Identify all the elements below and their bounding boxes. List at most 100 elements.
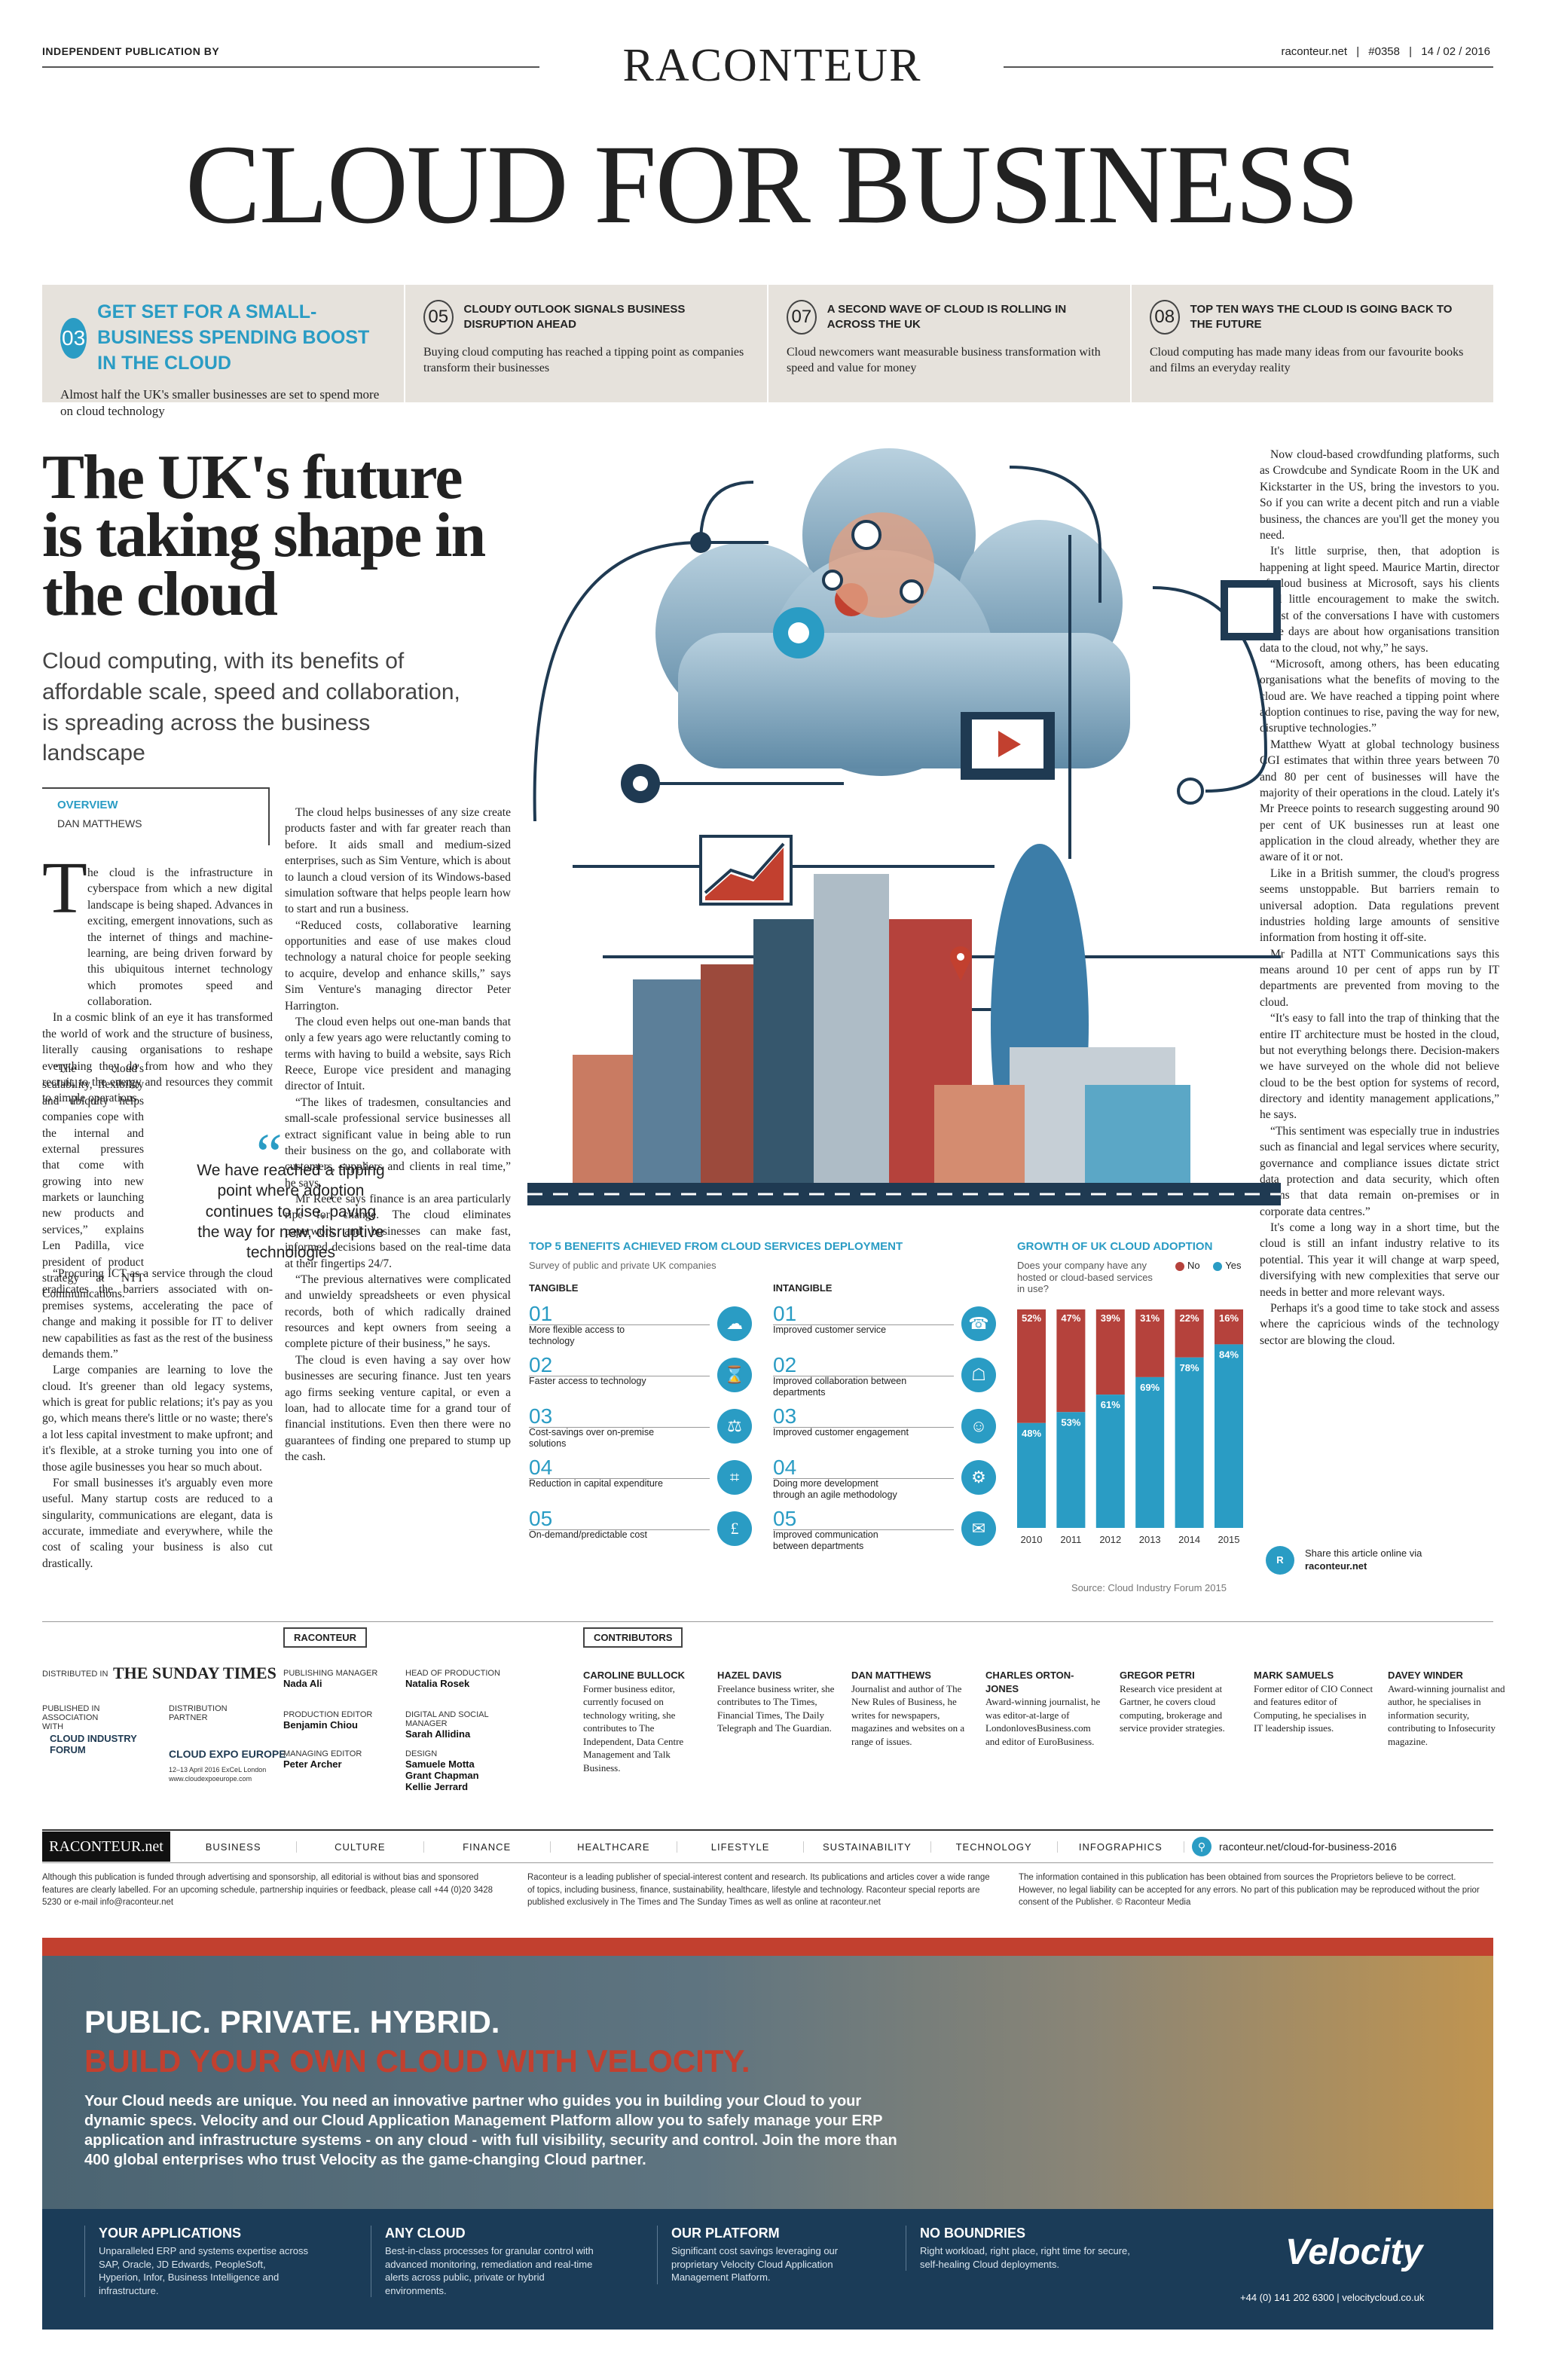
contributor-entry: MARK SAMUELS Former editor of CIO Connect… xyxy=(1254,1669,1374,1735)
raconteur-net-logo[interactable]: RACONTEUR.net xyxy=(42,1832,170,1862)
staff-entry: PUBLISHING MANAGER Nada Ali xyxy=(283,1669,396,1689)
contributor-name: DAVEY WINDER xyxy=(1388,1670,1463,1681)
search-icon[interactable]: ⚲ xyxy=(1192,1837,1211,1856)
issue-meta: raconteur.net | #0358 | 14 / 02 / 2016 xyxy=(1275,45,1490,58)
nav-item[interactable]: INFOGRAPHICS xyxy=(1058,1841,1184,1853)
issue-number: #0358 xyxy=(1368,45,1400,58)
contents-desc: Cloud computing has made many ideas from… xyxy=(1150,346,1464,374)
chart-source: Source: Cloud Industry Forum 2015 xyxy=(1071,1582,1227,1593)
benefit-row: 05 Improved communication between departm… xyxy=(773,1508,996,1555)
staff-role: PRODUCTION EDITOR xyxy=(283,1710,373,1719)
benefit-rank: 01 xyxy=(529,1302,553,1325)
nav-item[interactable]: SUSTAINABILITY xyxy=(804,1841,931,1853)
staff-role: DIGITAL AND SOCIAL MANAGER xyxy=(405,1710,489,1728)
benefit-rank: 04 xyxy=(529,1456,553,1479)
paragraph: It's come a long way in a short time, bu… xyxy=(1260,1221,1499,1299)
data-label-yes: 53% xyxy=(1061,1416,1080,1428)
independent-label: INDEPENDENT PUBLICATION BY xyxy=(42,45,220,57)
article-column-3: Now cloud-based crowdfunding platforms, … xyxy=(1260,447,1499,1349)
road xyxy=(527,1183,1281,1205)
benefit-text: Improved collaboration between departmen… xyxy=(773,1376,907,1398)
data-label-no: 31% xyxy=(1140,1312,1160,1324)
nav-item[interactable]: FINANCE xyxy=(424,1841,551,1853)
velocity-contact[interactable]: +44 (0) 141 202 6300 | velocitycloud.co.… xyxy=(1240,2292,1425,2303)
divider xyxy=(773,1529,954,1530)
article-headline: The UK's future is taking shape in the c… xyxy=(42,442,486,629)
share-link[interactable]: R Share this article online via raconteur… xyxy=(1266,1546,1462,1576)
drop-cap: T xyxy=(42,848,87,929)
raconteur-r-icon: R xyxy=(1266,1546,1294,1575)
contents-item[interactable]: 08 TOP TEN WAYS THE CLOUD IS GOING BACK T… xyxy=(1132,285,1493,402)
staff-role: MANAGING EDITOR xyxy=(283,1749,362,1758)
bar-yes xyxy=(1135,1376,1165,1528)
benefits-subtitle: Survey of public and private UK companie… xyxy=(529,1260,717,1271)
nav-item[interactable]: HEALTHCARE xyxy=(551,1841,677,1853)
paragraph: In a cosmic blink of an eye it has trans… xyxy=(42,1011,273,1105)
staff-entry: PRODUCTION EDITOR Benjamin Chiou xyxy=(283,1710,396,1731)
fine-print: Although this publication is funded thro… xyxy=(42,1873,493,1908)
gear-icon: ⚙ xyxy=(961,1460,996,1495)
nav-item[interactable]: LIFESTYLE xyxy=(677,1841,805,1853)
article-column-1-upper: “The cloud's scalability, flexibility an… xyxy=(42,1061,273,1303)
contents-item[interactable]: 07 A SECOND WAVE OF CLOUD IS ROLLING IN A… xyxy=(768,285,1132,402)
velocity-advert[interactable]: PUBLIC. PRIVATE. HYBRID. BUILD YOUR OWN … xyxy=(42,1938,1493,2330)
benefit-rank: 05 xyxy=(773,1507,797,1530)
nav-item[interactable]: TECHNOLOGY xyxy=(931,1841,1058,1853)
article-standfirst: Cloud computing, with its benefits of af… xyxy=(42,649,460,766)
location-pin-icon xyxy=(950,946,971,981)
page-title: CLOUD FOR BUSINESS xyxy=(185,122,1359,247)
paragraph: Like in a British summer, the cloud's pr… xyxy=(1260,866,1499,945)
data-label-yes: 61% xyxy=(1101,1399,1120,1410)
data-label-no: 16% xyxy=(1219,1312,1239,1324)
contributor-entry: DAVEY WINDER Award-winning journalist and… xyxy=(1388,1669,1508,1748)
footer-nav: RACONTEUR.net BUSINESS CULTURE FINANCE H… xyxy=(42,1829,1493,1863)
advert-subheadline: BUILD YOUR OWN CLOUD WITH VELOCITY. xyxy=(84,2043,750,2079)
fine-print: Raconteur is a leading publisher of spec… xyxy=(527,1873,990,1908)
speech-bubble-icon: ✉ xyxy=(961,1511,996,1546)
fine-print: The information contained in this public… xyxy=(1019,1873,1480,1908)
bar-no xyxy=(1175,1309,1204,1358)
benefit-row: 02 Faster access to technology ⌛ xyxy=(529,1355,752,1401)
bar-yes xyxy=(1095,1395,1125,1528)
article-column-2: The cloud helps businesses of any size c… xyxy=(285,805,511,1465)
contributor-entry: CHARLES ORTON-JONES Award-winning journal… xyxy=(985,1669,1106,1748)
benefit-rank: 05 xyxy=(529,1507,553,1530)
cloud-industry-forum-logo: CLOUD INDUSTRY FORUM xyxy=(50,1733,137,1755)
contributor-entry: HAZEL DAVIS Freelance business writer, sh… xyxy=(717,1669,838,1735)
paragraph: For small businesses it's arguably even … xyxy=(42,1476,273,1570)
expo-url[interactable]: www.cloudexpoeurope.com xyxy=(169,1775,252,1783)
city-skyline xyxy=(573,844,1190,1205)
benefit-text: Cost-savings over on-premise solutions xyxy=(529,1427,655,1449)
contents-item[interactable]: 03 GET SET FOR A SMALL-BUSINESS SPENDING … xyxy=(42,285,405,418)
divider xyxy=(773,1478,954,1479)
benefit-text: Faster access to technology xyxy=(529,1376,646,1386)
divider xyxy=(42,1621,1493,1622)
legend-swatch-no xyxy=(1175,1261,1184,1271)
paragraph: The cloud helps businesses of any size c… xyxy=(285,806,511,916)
x-tick-label: 2011 xyxy=(1060,1534,1081,1545)
sunday-times-logo: THE SUNDAY TIMES xyxy=(113,1664,277,1682)
paragraph: The cloud even helps out one-man bands t… xyxy=(285,1015,511,1093)
contents-item[interactable]: 05 CLOUDY OUTLOOK SIGNALS BUSINESS DISRUP… xyxy=(405,285,768,402)
page-number-badge: 05 xyxy=(423,300,454,335)
raconteur-logo[interactable]: RACONTEUR xyxy=(622,40,922,91)
quote-mark-icon: “ xyxy=(256,1121,283,1187)
paragraph: Matthew Wyatt at global technology busin… xyxy=(1260,738,1499,864)
nav-search[interactable]: ⚲ raconteur.net/cloud-for-business-2016 xyxy=(1184,1837,1493,1856)
advert-column-title: NO BOUNDRIES xyxy=(920,2226,1026,2241)
divider xyxy=(773,1324,954,1325)
nav-item[interactable]: BUSINESS xyxy=(170,1841,298,1853)
nav-url[interactable]: raconteur.net/cloud-for-business-2016 xyxy=(1219,1841,1397,1853)
nav-item[interactable]: CULTURE xyxy=(297,1841,424,1853)
data-label-yes: 69% xyxy=(1140,1382,1160,1393)
contents-desc: Buying cloud computing has reached a tip… xyxy=(423,346,744,374)
velocity-logo[interactable]: Velocity xyxy=(1285,2232,1423,2272)
calculator-icon: ⌗ xyxy=(717,1460,752,1495)
site-link[interactable]: raconteur.net xyxy=(1281,45,1348,58)
raconteur-tag: RACONTEUR xyxy=(283,1627,368,1648)
contributor-bio: Former editor of CIO Connect and feature… xyxy=(1254,1682,1373,1734)
data-label-no: 39% xyxy=(1101,1312,1120,1324)
advert-headline: PUBLIC. PRIVATE. HYBRID. xyxy=(84,2004,500,2039)
data-label-yes: 48% xyxy=(1022,1428,1041,1439)
contributor-entry: DAN MATTHEWS Journalist and author of The… xyxy=(851,1669,972,1748)
